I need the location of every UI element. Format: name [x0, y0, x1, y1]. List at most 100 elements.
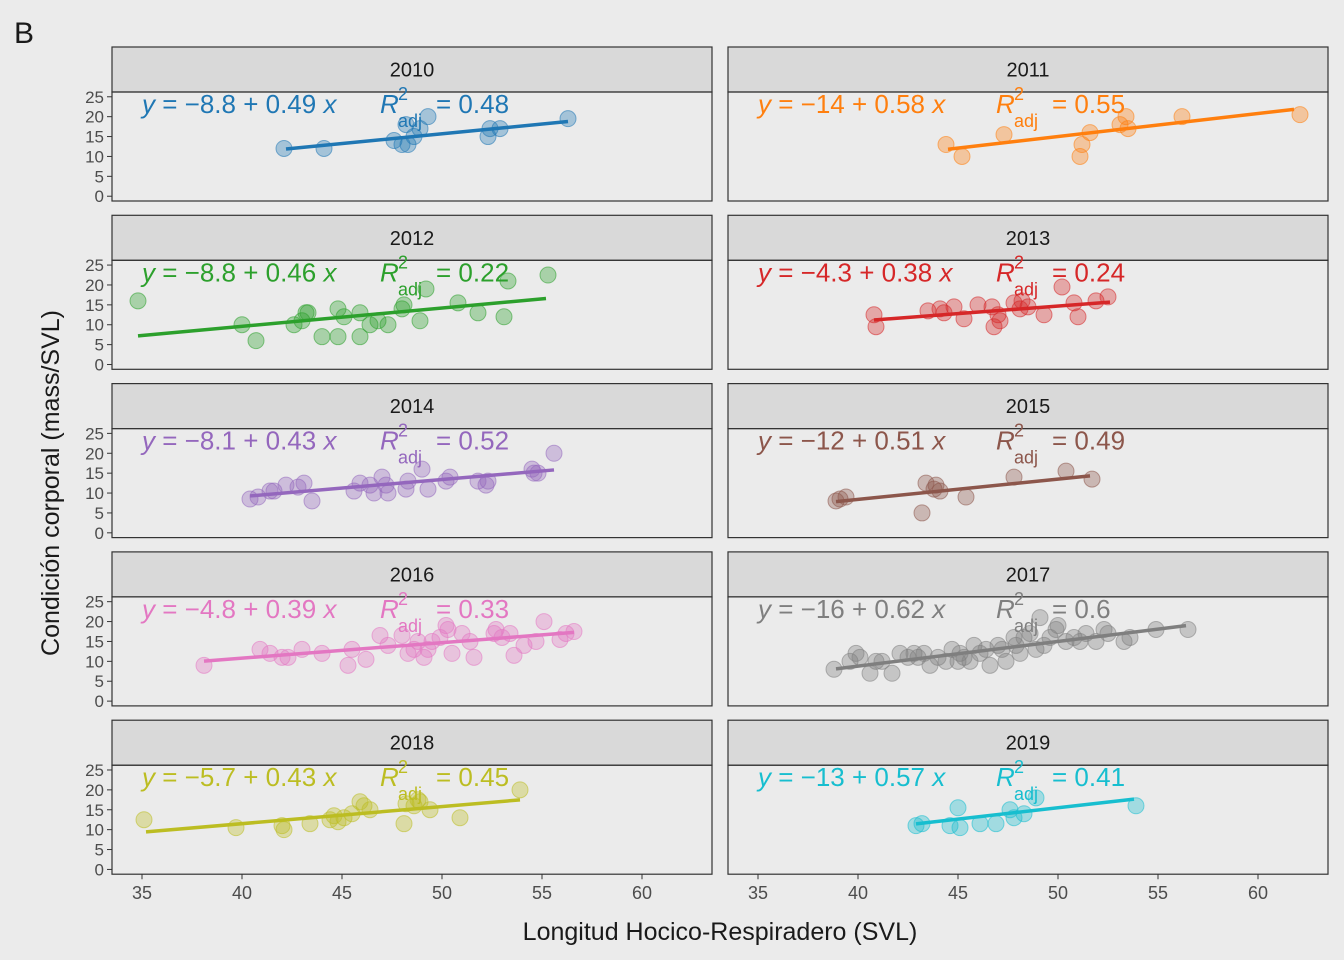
data-point	[1179, 621, 1197, 639]
x-tick-label: 60	[632, 883, 652, 903]
data-point	[315, 139, 333, 157]
equation-y: y	[140, 594, 157, 624]
equation-slope: 0.46	[266, 257, 317, 287]
equation-plus: +	[845, 89, 875, 119]
r2-value: = 0.24	[1052, 257, 1125, 287]
data-point	[303, 492, 321, 510]
x-tick-label: 60	[1248, 883, 1268, 903]
facet-strip	[111, 46, 713, 93]
data-point	[413, 460, 431, 478]
facet-strip	[111, 383, 713, 430]
data-point	[981, 656, 999, 674]
data-point	[1073, 136, 1091, 154]
x-tick-label: 40	[232, 883, 252, 903]
y-tick-label: 25	[85, 88, 104, 107]
facet-strip-label: 2016	[390, 564, 435, 586]
data-point	[1053, 278, 1071, 296]
equation-slope: 0.51	[874, 426, 925, 456]
r2-superscript: 2	[1014, 84, 1024, 104]
y-tick-label: 20	[85, 613, 104, 632]
r2-label: R	[380, 762, 399, 792]
y-tick-label: 0	[95, 187, 104, 206]
y-tick-label: 0	[95, 860, 104, 879]
equation-label: y = −13 + 0.57 x	[756, 762, 946, 792]
r2-label: R	[996, 594, 1015, 624]
facet-strip	[727, 719, 1329, 766]
equation-slope: 0.38	[882, 257, 933, 287]
data-point	[247, 332, 265, 350]
data-point	[539, 266, 557, 284]
equation-intercept: 8.8	[200, 257, 236, 287]
facet-strip	[111, 551, 713, 598]
r2-equals: =	[1052, 762, 1074, 792]
r2-R: R	[380, 594, 399, 624]
data-point	[275, 821, 293, 839]
data-point	[313, 328, 331, 346]
equation-y: y	[756, 426, 773, 456]
r2-value: = 0.33	[436, 594, 509, 624]
equation-y: y	[756, 594, 773, 624]
equation-space	[925, 762, 932, 792]
data-point	[339, 656, 357, 674]
r2-subscript: adj	[1014, 111, 1038, 131]
facet-strip	[111, 719, 713, 766]
equation-plus: +	[852, 257, 882, 287]
data-point	[991, 312, 1009, 330]
equation-space	[925, 89, 932, 119]
regression-line	[835, 623, 1187, 671]
data-point	[415, 648, 433, 666]
y-tick-label: 15	[85, 801, 104, 820]
y-tick-label: 15	[85, 464, 104, 483]
y-tick-label: 5	[95, 504, 104, 523]
x-tick-label: 55	[1148, 883, 1168, 903]
equation-intercept: 5.7	[200, 762, 236, 792]
data-point	[279, 648, 297, 666]
equation-space	[316, 257, 323, 287]
y-tick-label: 20	[85, 276, 104, 295]
r2-equals: =	[1052, 257, 1074, 287]
equation-slope: 0.39	[266, 594, 317, 624]
equation-intercept: 4.8	[200, 594, 236, 624]
r2-equals: =	[1052, 89, 1074, 119]
equation-y: y	[756, 762, 773, 792]
data-point	[511, 781, 529, 799]
r2-subscript: adj	[398, 784, 422, 804]
equation-eq: = −	[155, 426, 200, 456]
y-tick-label: 20	[85, 444, 104, 463]
r2-number: 0.41	[1074, 762, 1125, 792]
r2-number: 0.22	[458, 257, 509, 287]
r2-subscript: adj	[398, 279, 422, 299]
r2-number: 0.48	[458, 89, 509, 119]
data-point	[379, 484, 397, 502]
y-tick-label: 25	[85, 761, 104, 780]
r2-subscript: adj	[1014, 448, 1038, 468]
y-tick-label: 0	[95, 692, 104, 711]
equation-x: x	[930, 89, 946, 119]
data-point	[395, 815, 413, 833]
r2-subscript: adj	[398, 448, 422, 468]
facet-panel-2013: 2013 y = −4.3 + 0.38 x R 2 adj = 0.24	[727, 214, 1329, 370]
data-point	[397, 116, 415, 134]
regression-line	[873, 300, 1111, 322]
y-tick-label: 0	[95, 356, 104, 375]
regression-line	[915, 797, 1135, 826]
regression-line	[145, 798, 521, 834]
facet-strip-label: 2010	[390, 60, 435, 82]
r2-R: R	[380, 762, 399, 792]
regression-line	[249, 468, 555, 498]
panel-letter: B	[14, 17, 34, 50]
r2-value: = 0.6	[1052, 594, 1111, 624]
equation-eq: = −	[155, 762, 200, 792]
equation-x: x	[321, 89, 337, 119]
x-tick-label: 55	[532, 883, 552, 903]
data-point	[957, 488, 975, 506]
equation-slope: 0.58	[874, 89, 925, 119]
r2-superscript: 2	[398, 757, 408, 777]
equation-y: y	[140, 762, 157, 792]
regression-line	[203, 630, 575, 663]
r2-label: R	[996, 257, 1015, 287]
r2-number: 0.33	[458, 594, 509, 624]
data-point	[499, 272, 517, 290]
